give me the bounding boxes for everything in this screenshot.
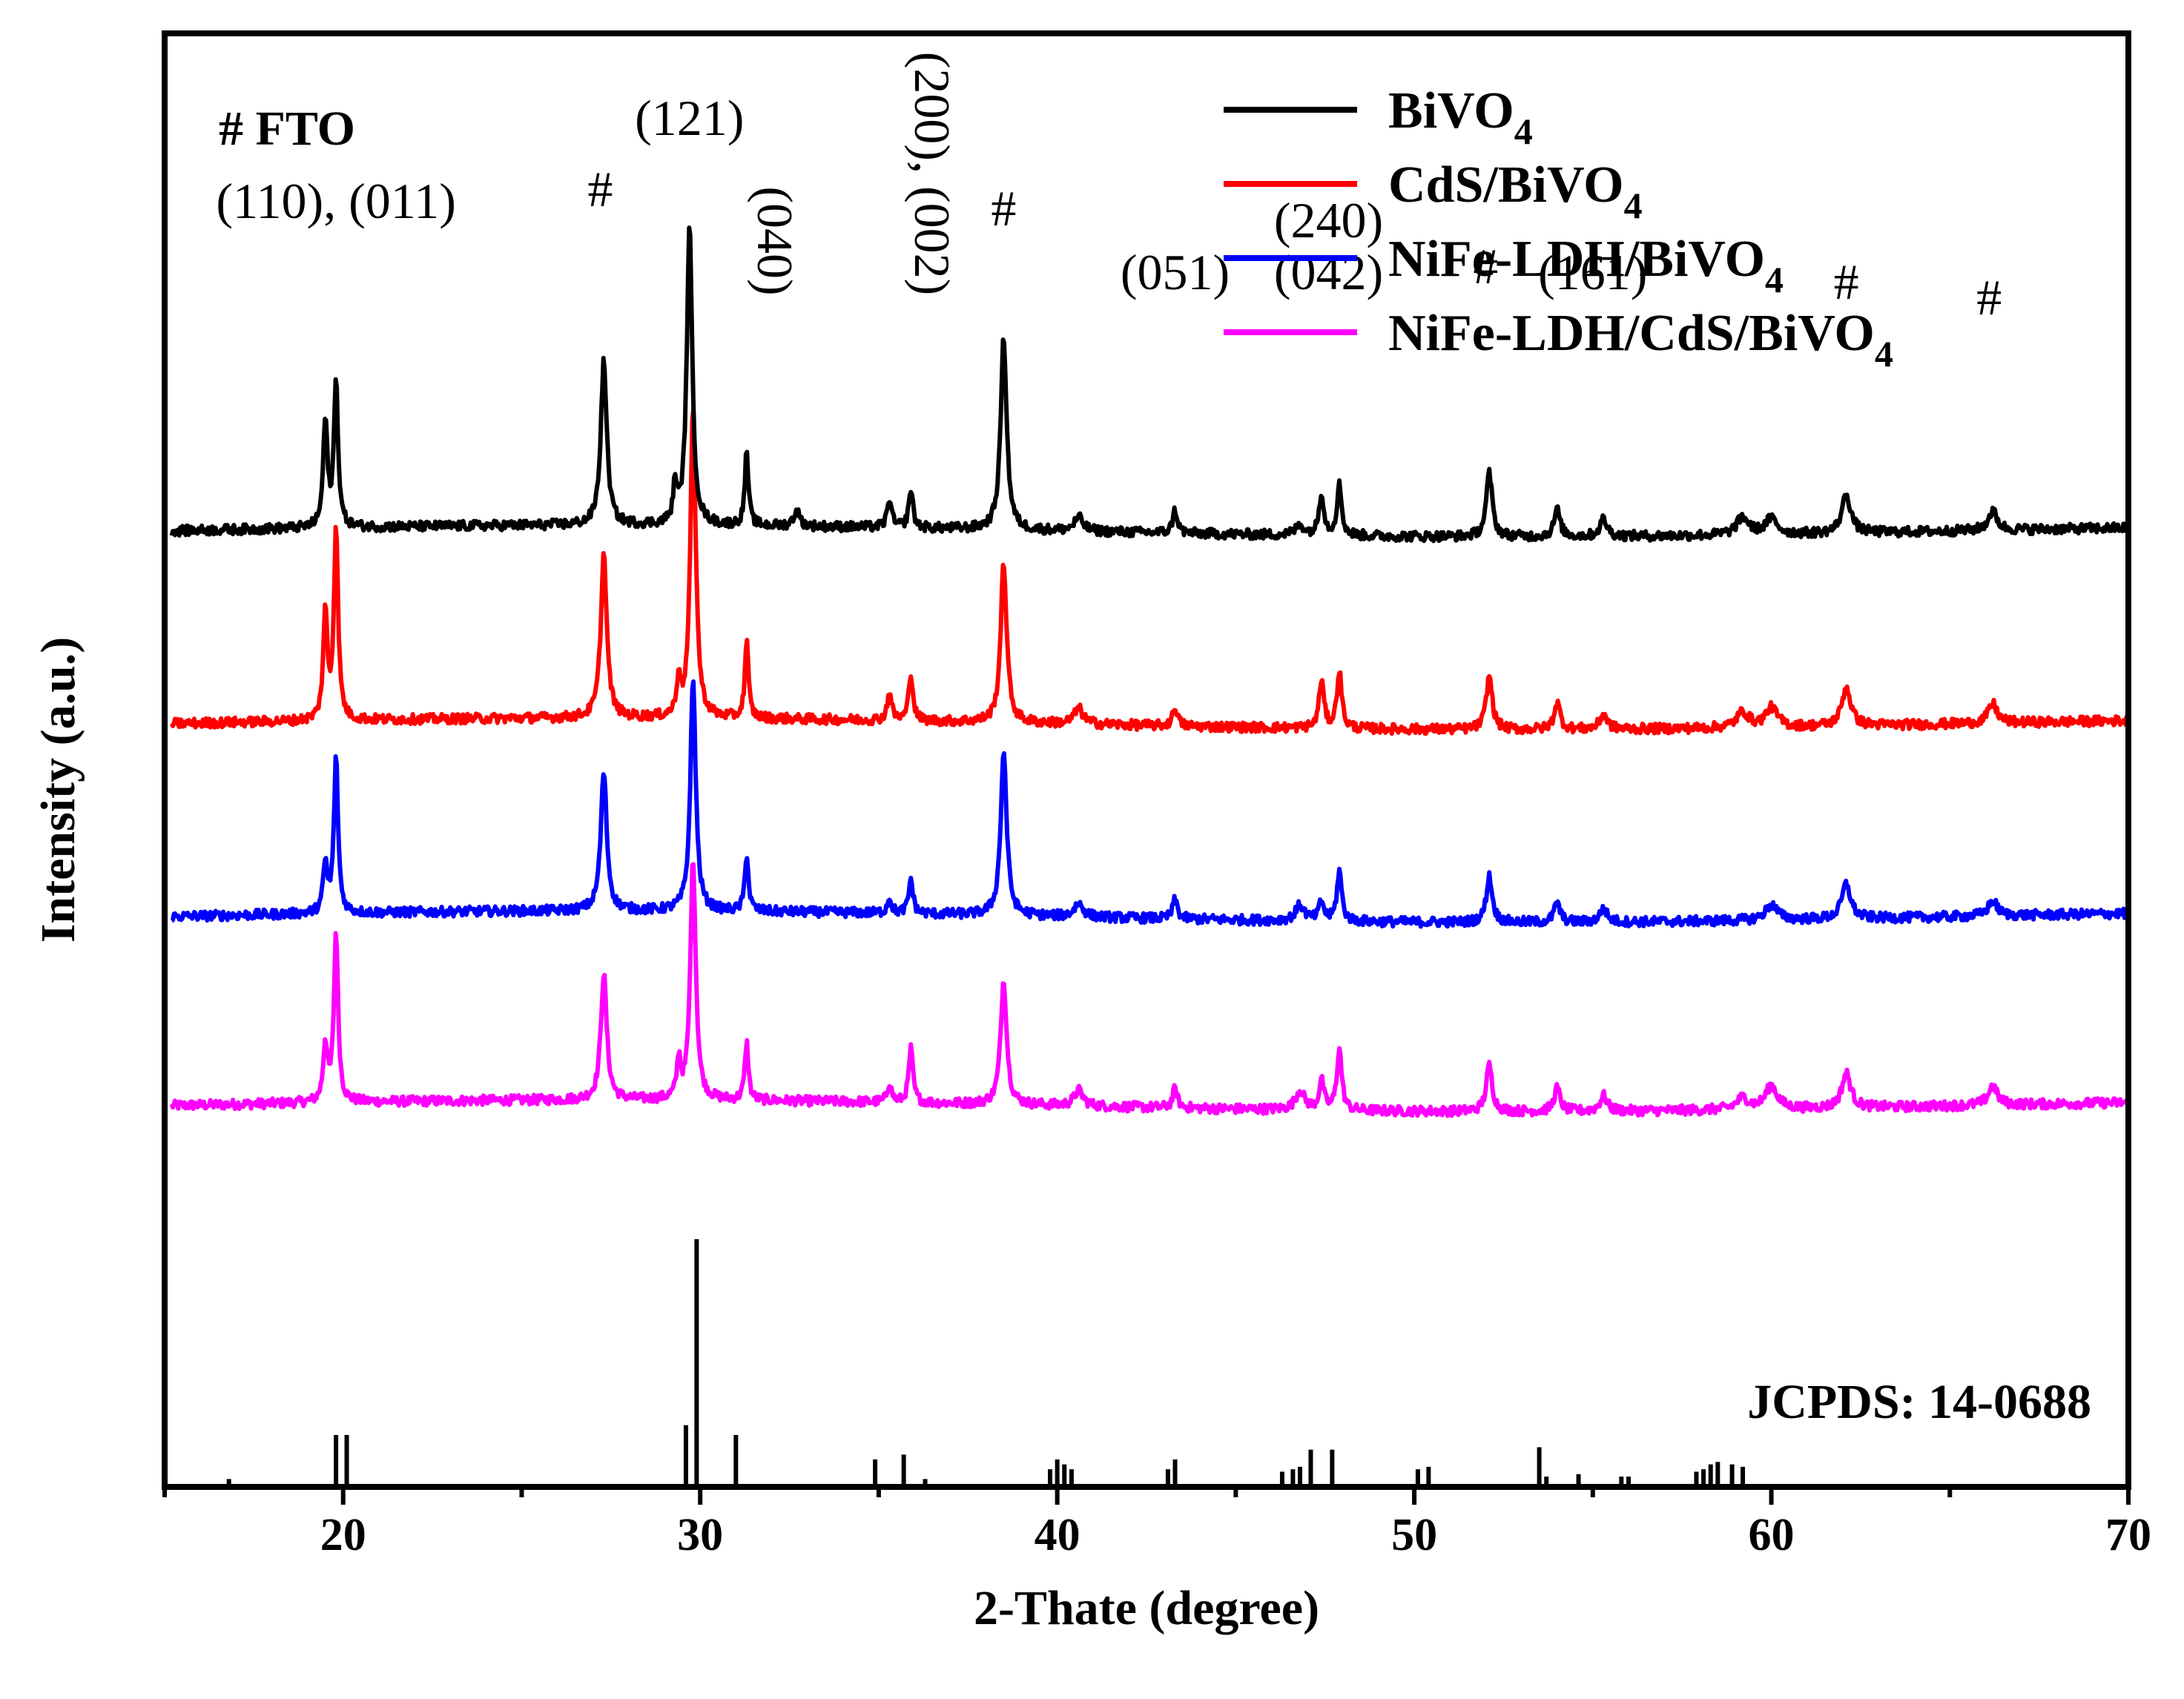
x-tick-label: 70 [2105, 1510, 2151, 1560]
x-tick-label: 60 [1749, 1510, 1795, 1560]
series-cds-bivo4 [169, 407, 2130, 736]
peak-annotation: # [991, 180, 1016, 237]
peak-annotation: (240) [1274, 192, 1383, 248]
series-bivo4 [169, 225, 2130, 544]
fto-marker-label: # FTO [219, 102, 355, 156]
reference-label: JCPDS: 14-0688 [1747, 1375, 2091, 1429]
peak-annotation: # [1976, 269, 2002, 326]
x-axis-ticks: 20 30 40 50 60 70 [162, 1487, 2151, 1560]
series-layer [169, 225, 2130, 1118]
reference-pattern [226, 1239, 1746, 1484]
series-nife-ldh-bivo4 [171, 679, 2130, 929]
peak-annotations: (110), (011) # (121)(040) (200), (002) # (051… [216, 52, 2002, 326]
series-nife-ldh-cds-bivo4 [169, 862, 2130, 1118]
peak-annotation: (040) [747, 186, 803, 295]
legend-label: NiFe-LDH/CdS/BiVO4 [1388, 305, 1893, 375]
peak-annotation: # [1834, 254, 1859, 310]
plot-frame [162, 30, 2131, 1490]
x-axis-label: 2-Thate (degree) [974, 1581, 1319, 1635]
x-tick-label: 20 [320, 1510, 366, 1560]
legend-label: CdS/BiVO4 [1388, 156, 1643, 226]
x-tick-label: 30 [677, 1510, 723, 1560]
legend-label: BiVO4 [1388, 82, 1533, 152]
x-tick-label: 50 [1391, 1510, 1437, 1560]
x-tick-label: 40 [1035, 1510, 1081, 1560]
peak-annotation: # [587, 161, 613, 217]
peak-annotation: (200), (002) [904, 52, 960, 296]
peak-annotation: (121) [635, 90, 744, 146]
y-axis-label: Intensity (a.u.) [31, 637, 85, 943]
peak-annotation: # [1473, 238, 1498, 294]
peak-annotation: (161) [1538, 244, 1647, 300]
peak-annotation: (042) [1274, 244, 1383, 300]
peak-annotation: (051) [1121, 244, 1230, 300]
peak-annotation: (110), (011) [216, 173, 456, 229]
